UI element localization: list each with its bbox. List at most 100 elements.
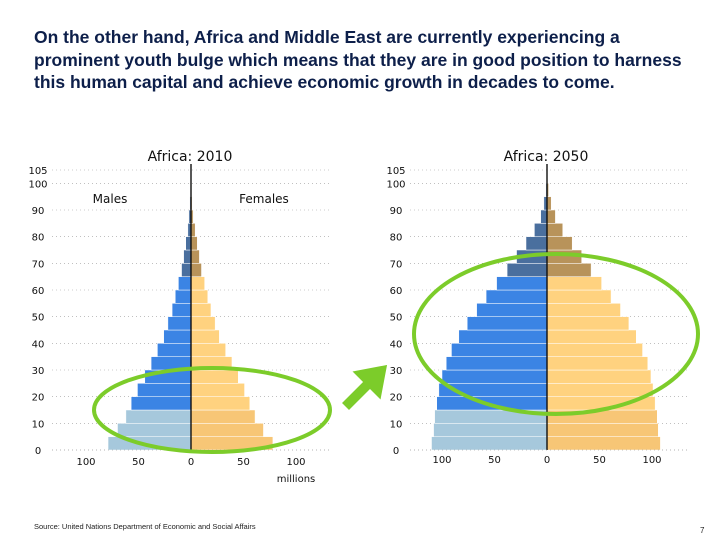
bar-female-5-9 <box>190 423 264 437</box>
y-tick-label: 40 <box>32 339 45 350</box>
y-tick-label: 50 <box>32 313 45 324</box>
source-note: Source: United Nations Department of Eco… <box>34 522 256 531</box>
x-tick-label: 50 <box>132 457 145 468</box>
arrow-right-icon <box>339 363 389 413</box>
bar-female-60-64 <box>546 276 602 291</box>
bar-male-70-74 <box>183 249 192 264</box>
bar-male-5-9 <box>433 423 548 437</box>
y-tick-label: 0 <box>35 446 41 457</box>
bar-male-60-64 <box>178 276 192 291</box>
bar-male-65-69 <box>181 263 192 277</box>
bar-female-35-39 <box>190 343 226 357</box>
bar-female-45-49 <box>546 316 630 331</box>
chart-title-2010: Africa: 2010 <box>148 149 233 165</box>
bar-female-80-84 <box>546 223 563 237</box>
bar-female-20-24 <box>190 383 245 397</box>
bar-male-50-54 <box>476 303 548 317</box>
bar-female-75-79 <box>546 236 573 251</box>
pyramid-africa-2010: Africa: 2010 Males Females millions 0 10 2… <box>28 149 330 485</box>
bar-female-20-24 <box>546 383 654 397</box>
bar-female-65-69 <box>546 263 592 277</box>
bar-female-5-9 <box>546 423 659 437</box>
x-tick-label: 100 <box>432 455 451 466</box>
bar-male-35-39 <box>451 343 548 357</box>
bar-male-55-59 <box>175 289 192 304</box>
x-tick-label: 100 <box>286 457 305 468</box>
bar-female-65-69 <box>190 263 202 277</box>
bar-female-25-29 <box>546 369 652 384</box>
x-tick-label: 0 <box>188 457 194 468</box>
bar-male-35-39 <box>157 343 192 357</box>
bar-male-10-14 <box>125 409 192 424</box>
y-tick-label: 105 <box>28 166 47 177</box>
bar-male-45-49 <box>167 316 192 331</box>
y-tick-label: 90 <box>390 206 403 217</box>
x-axis-label: millions <box>277 474 316 485</box>
bar-female-55-59 <box>546 289 612 304</box>
page-number: 7 <box>700 526 705 535</box>
x-tick-label: 50 <box>593 455 606 466</box>
bar-male-20-24 <box>137 383 192 397</box>
bar-female-0-4 <box>546 436 661 451</box>
highlight-ellipse-2050 <box>412 252 700 416</box>
bar-male-45-49 <box>466 316 548 331</box>
bar-male-40-44 <box>458 329 548 344</box>
y-tick-label: 40 <box>390 339 403 350</box>
y-tick-label: 20 <box>390 393 403 404</box>
bar-female-10-14 <box>190 409 256 424</box>
y-tick-label: 105 <box>386 166 405 177</box>
bar-female-60-64 <box>190 276 205 291</box>
bar-male-80-84 <box>534 223 548 237</box>
x-tick-label: 50 <box>488 455 501 466</box>
pyramid-africa-2050: Africa: 2050 0 10 20 30 40 50 60 70 80 90 100 105 10… <box>386 149 688 466</box>
y-tick-label: 20 <box>32 393 45 404</box>
bar-female-40-44 <box>546 329 637 344</box>
y-tick-label: 30 <box>390 366 403 377</box>
bar-male-25-29 <box>441 369 548 384</box>
bar-male-85-89 <box>540 209 548 224</box>
bar-female-35-39 <box>546 343 643 357</box>
y-tick-label: 90 <box>32 206 45 217</box>
bar-male-15-19 <box>130 396 192 411</box>
bar-female-55-59 <box>190 289 209 304</box>
bar-male-5-9 <box>117 423 192 437</box>
bar-female-30-34 <box>546 356 649 371</box>
x-tick-label: 0 <box>544 455 550 466</box>
y-tick-label: 80 <box>390 233 403 244</box>
bar-female-85-89 <box>546 209 556 224</box>
y-tick-label: 10 <box>390 419 403 430</box>
y-tick-label: 30 <box>32 366 45 377</box>
legend-females-label: Females <box>239 192 289 206</box>
bar-female-50-54 <box>546 303 621 317</box>
bar-male-30-34 <box>445 356 548 371</box>
slide-headline: On the other hand, Africa and Middle Eas… <box>34 27 682 92</box>
y-tick-label: 100 <box>386 179 405 190</box>
x-tick-label: 100 <box>642 455 661 466</box>
bar-male-55-59 <box>485 289 548 304</box>
bar-male-60-64 <box>496 276 548 291</box>
bar-female-50-54 <box>190 303 212 317</box>
bar-female-70-74 <box>190 249 200 264</box>
bar-female-45-49 <box>190 316 216 331</box>
y-tick-label: 70 <box>32 259 45 270</box>
bar-male-75-79 <box>525 236 548 251</box>
y-tick-label: 0 <box>393 446 399 457</box>
chart-title-2050: Africa: 2050 <box>504 149 589 165</box>
bar-male-75-79 <box>185 236 192 251</box>
bar-female-25-29 <box>190 369 239 384</box>
bar-female-40-44 <box>190 329 220 344</box>
bar-male-0-4 <box>431 436 548 451</box>
x-tick-label: 50 <box>237 457 250 468</box>
y-tick-label: 10 <box>32 419 45 430</box>
y-tick-label: 50 <box>390 313 403 324</box>
y-tick-label: 80 <box>32 233 45 244</box>
bar-male-65-69 <box>506 263 548 277</box>
x-tick-label: 100 <box>76 457 95 468</box>
y-tick-label: 60 <box>390 286 403 297</box>
y-tick-label: 70 <box>390 259 403 270</box>
annotations <box>92 252 700 454</box>
bar-female-15-19 <box>190 396 251 411</box>
bar-male-50-54 <box>171 303 192 317</box>
bar-male-40-44 <box>163 329 192 344</box>
